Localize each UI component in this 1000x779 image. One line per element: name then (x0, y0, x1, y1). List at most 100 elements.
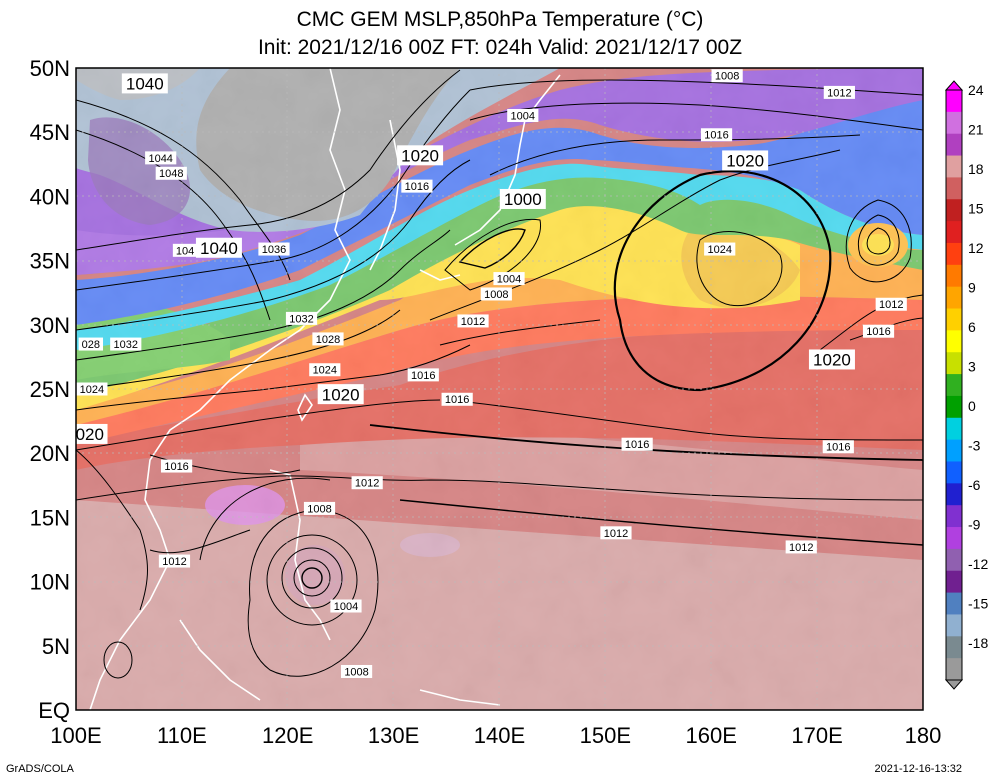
colorbar-swatch (946, 221, 962, 244)
colorbar-label: -9 (968, 517, 981, 533)
pressure-label-text: 1016 (625, 439, 649, 451)
chart-title: CMC GEM MSLP,850hPa Temperature (°C) (296, 8, 704, 31)
lat-tick-label: 40N (30, 184, 70, 209)
pressure-label: 1016 (822, 440, 854, 454)
lat-tick-label: 5N (42, 634, 70, 659)
lon-tick-label: 150E (580, 723, 631, 748)
colorbar-swatch (946, 636, 962, 659)
colorbar-label: 21 (968, 122, 984, 138)
colorbar-label: -3 (968, 438, 981, 454)
pressure-label: 1020 (317, 384, 364, 404)
pressure-label-text: 1012 (355, 478, 379, 490)
pressure-label: 1016 (700, 128, 733, 142)
colorbar-label: 0 (968, 398, 976, 414)
lat-tick-label: 10N (30, 570, 70, 595)
pressure-label: 1008 (340, 664, 373, 678)
pressure-label: 1016 (621, 437, 653, 451)
pressure-label: 1016 (160, 459, 193, 473)
footer-timestamp: 2021-12-16-13:32 (874, 763, 962, 775)
colorbar-swatch (946, 527, 962, 550)
pressure-label: 1008 (480, 287, 512, 301)
colorbar-swatch (946, 592, 962, 615)
colorbar-swatch (946, 133, 962, 157)
colorbar-swatch (946, 417, 962, 441)
pressure-label: 1024 (76, 382, 108, 396)
pressure-label: 1004 (330, 599, 362, 613)
pressure-label: 1020 (397, 145, 444, 165)
pressure-label-text: 1016 (405, 181, 429, 193)
pressure-label: 1012 (823, 85, 855, 99)
pressure-label-text: 1032 (114, 339, 138, 351)
pressure-label: 1004 (507, 109, 539, 122)
colorbar-label: -18 (968, 635, 988, 651)
colorbar-label: 15 (968, 201, 984, 217)
pressure-label-text: 1020 (813, 351, 851, 370)
colorbar-swatch (946, 374, 962, 397)
isobars (76, 69, 923, 679)
pressure-label: 1016 (401, 179, 433, 193)
pressure-label-text: 1012 (162, 556, 186, 568)
pressure-label-text: 1044 (148, 153, 172, 165)
pressure-label-text: 1004 (511, 110, 535, 122)
pressure-label: 1012 (457, 314, 489, 328)
colorbar-swatch (946, 90, 962, 113)
latitude-labels: 50N 45N 40N 35N 30N 25N 20N 15N 10N 5N EQ (30, 56, 70, 723)
colorbar-swatch (946, 308, 962, 331)
pressure-label-text: 104 (176, 245, 194, 257)
pressure-label: 1012 (158, 554, 191, 568)
pressure-label-text: 1012 (604, 528, 628, 540)
pressure-label-text: 1016 (826, 442, 850, 454)
pressure-label-text: 1008 (307, 503, 331, 515)
colorbar-swatch (946, 548, 962, 572)
colorbar-label: -12 (968, 556, 988, 572)
colorbar-label: 12 (968, 240, 984, 256)
lon-tick-label: 170E (791, 723, 842, 748)
pressure-label-text: 1020 (401, 146, 439, 165)
pressure-label-text: 1008 (484, 289, 508, 301)
colorbar-swatch (946, 286, 962, 310)
lon-tick-label: 160E (686, 723, 737, 748)
colorbar-label: 3 (968, 359, 976, 375)
pressure-label: 1008 (303, 501, 336, 515)
pressure-label-text: 1020 (726, 152, 764, 171)
lat-tick-label: 15N (30, 505, 70, 530)
pressure-label: 1016 (407, 368, 439, 382)
pressure-label-text: 1016 (704, 130, 728, 142)
pressure-label-text: 1016 (411, 370, 435, 382)
pressure-label-text: 1028 (316, 334, 340, 346)
lon-tick-label: 140E (474, 723, 525, 748)
pressure-label-text: 1008 (344, 666, 368, 678)
colorbar-swatch (946, 155, 962, 178)
pressure-label: 1044 (145, 151, 177, 165)
colorbar-label: 9 (968, 280, 976, 296)
pressure-label-text: 1012 (827, 87, 851, 99)
pressure-label-text: 1012 (879, 299, 903, 311)
pressure-label: 1012 (785, 540, 817, 554)
footer-credit: GrADS/COLA (6, 763, 74, 775)
pressure-label: 1012 (875, 297, 907, 311)
lon-tick-label: 100E (50, 723, 101, 748)
pressure-label-text: 020 (76, 425, 104, 444)
colorbar-bottom-arrow (944, 679, 964, 690)
colorbar-swatch (946, 330, 962, 353)
pressure-label: 1028 (312, 332, 344, 346)
pressure-label: 1032 (110, 337, 142, 351)
pressure-label: 1016 (441, 392, 473, 406)
pressure-label-text: 1040 (126, 75, 164, 94)
pressure-label: 020 (72, 423, 108, 444)
colorbar-label: 24 (968, 82, 984, 98)
pressure-label: 1024 (704, 242, 736, 256)
colorbar-swatch (946, 395, 962, 419)
pressure-label-text: 1004 (334, 601, 358, 613)
colorbar-swatch (946, 352, 962, 375)
pressure-label: 1008 (711, 69, 743, 83)
pressure-label: 104 (172, 243, 198, 257)
colorbar-swatch (946, 264, 962, 288)
pressure-label-text: 1012 (461, 316, 485, 328)
pressure-label: 1048 (155, 166, 187, 180)
pressure-label-text: 1020 (322, 385, 360, 404)
pressure-label: 1036 (258, 242, 290, 256)
pressure-label: 1040 (121, 73, 168, 94)
